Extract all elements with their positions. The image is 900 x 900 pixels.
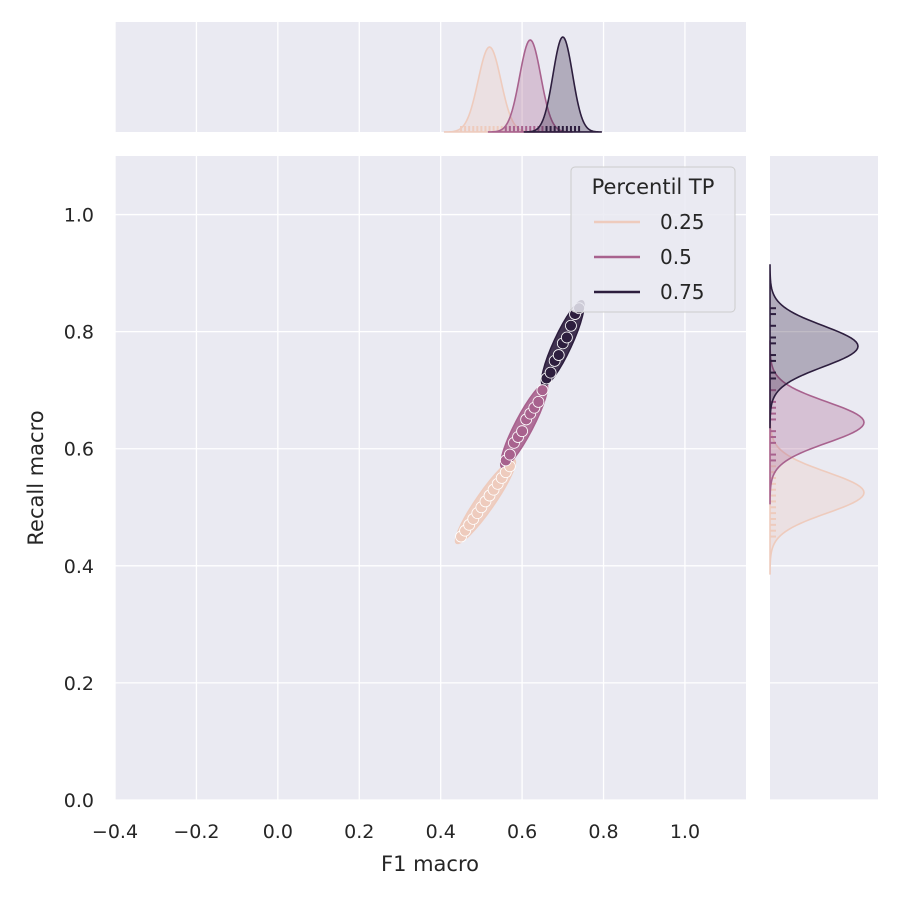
- scatter-point: [503, 448, 516, 461]
- top-kde-curve-0.25: [443, 46, 536, 133]
- legend-label: 0.75: [660, 280, 705, 304]
- legend-title: Percentil TP: [592, 175, 715, 199]
- x-tick-label: 0.8: [588, 821, 618, 843]
- scatter-point: [552, 349, 565, 361]
- top-kde-curve-0.75: [523, 36, 602, 133]
- scatter-point: [565, 319, 577, 332]
- x-tick-label: 0.2: [344, 821, 374, 843]
- y-tick-label: 0.4: [64, 556, 94, 578]
- legend-label: 0.5: [660, 245, 692, 269]
- legend-entries: 0.25 0.5 0.75: [594, 210, 705, 304]
- legend: Percentil TP 0.25 0.5 0.75: [570, 166, 736, 313]
- y-tick-label: 0.8: [64, 322, 94, 344]
- scatter-point: [516, 425, 528, 438]
- right-kde-curve-0.75: [769, 264, 859, 429]
- y-tick-label: 0.2: [64, 673, 94, 695]
- y-axis-label: Recall macro: [24, 410, 48, 545]
- scatter-point: [560, 331, 573, 344]
- x-tick-label: 0.4: [426, 821, 456, 843]
- y-tick-label: 1.0: [64, 205, 94, 227]
- right-marginal-kde: [769, 264, 865, 575]
- top-marginal-plot: [114, 22, 746, 133]
- y-axis-tick-labels: 0.0 0.2 0.4 0.6 0.8 1.0: [64, 205, 94, 812]
- right-kde-curve-0.5: [769, 340, 865, 505]
- scatter-point: [544, 366, 557, 379]
- x-tick-label: −0.2: [173, 821, 219, 843]
- x-tick-label: 0.6: [507, 821, 537, 843]
- legend-box: [570, 166, 736, 313]
- y-tick-label: 0.0: [64, 790, 94, 812]
- y-tick-label: 0.6: [64, 439, 94, 461]
- joint-plot-grid: [114, 156, 746, 801]
- scatter-point: [536, 384, 549, 397]
- top-marginal-background: [115, 22, 746, 132]
- legend-label: 0.25: [660, 210, 705, 234]
- x-axis-label: F1 macro: [381, 852, 479, 876]
- top-marginal-grid: [114, 22, 686, 132]
- right-marginal-background: [770, 156, 878, 800]
- x-tick-label: 0.0: [263, 821, 293, 843]
- top-marginal-kde: [443, 36, 602, 133]
- x-tick-label: −0.4: [92, 821, 138, 843]
- right-marginal-grid: [770, 213, 878, 801]
- right-marginal-plot: [769, 156, 878, 801]
- scatter-point: [532, 395, 545, 408]
- x-tick-label: 1.0: [670, 821, 700, 843]
- x-axis-tick-labels: −0.4 −0.2 0.0 0.2 0.4 0.6 0.8 1.0: [92, 821, 700, 843]
